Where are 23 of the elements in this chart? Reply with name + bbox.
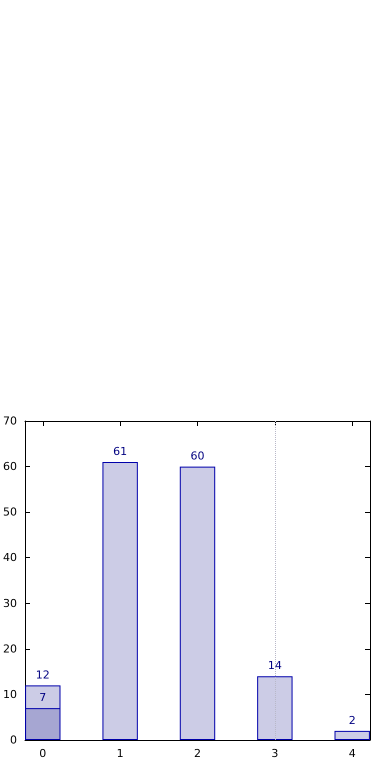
bar [257,676,293,740]
y-tick-label: 50 [2,506,17,519]
data-label: 61 [113,445,128,458]
x-tick-label: 0 [39,747,46,760]
bar [102,462,138,740]
bar [334,730,370,740]
x-tick-label: 3 [271,747,278,760]
y-tick-label: 20 [2,642,17,656]
data-label: 12 [36,668,50,682]
x-tick-label: 4 [348,747,356,760]
y-tick-label: 40 [2,551,17,564]
x-tick-label: 2 [194,747,201,760]
data-label: 14 [268,659,282,672]
y-tick-label: 10 [2,688,17,701]
data-label: 2 [348,714,356,727]
bar [180,466,216,740]
y-tick-label: 60 [2,460,17,474]
y-tick-label: 30 [2,596,17,610]
data-label: 60 [190,450,204,463]
y-tick-label: 0 [10,734,17,746]
x-tick-label: 1 [116,747,124,760]
data-label: 7 [39,691,46,704]
y-tick-label: 70 [2,414,17,428]
